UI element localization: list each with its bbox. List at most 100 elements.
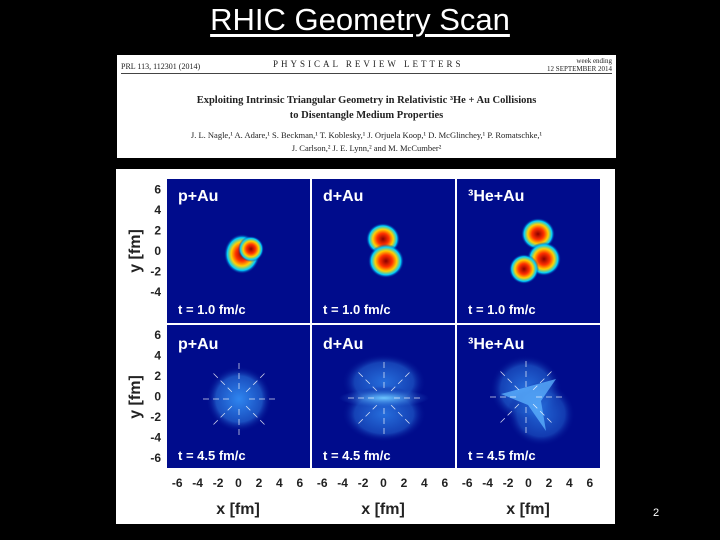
y-axis-label-bottom: y [fm]: [127, 375, 144, 419]
y-tick-label: 6: [154, 328, 161, 342]
paper-title-line-1: Exploiting Intrinsic Triangular Geometry…: [196, 95, 537, 106]
y-tick-labels: -4 -2 0 2 4 6 -6 -4 -2 0 2 4 6: [150, 182, 161, 464]
flow-vector: [532, 403, 538, 409]
panel-heau-t1: [457, 179, 600, 323]
flow-vector: [252, 380, 258, 386]
x-tick-label: 4: [566, 476, 573, 490]
flow-vector: [252, 412, 258, 418]
x-tick-label: 2: [256, 476, 263, 490]
flow-vector: [220, 412, 226, 418]
heau-hot-spot-left: [509, 254, 539, 284]
flow-vector: [397, 379, 403, 385]
x-tick-label: 4: [421, 476, 428, 490]
flow-vector: [227, 405, 233, 411]
flow-vector: [220, 380, 226, 386]
x-tick-label: 4: [276, 476, 283, 490]
flow-vector: [227, 387, 233, 393]
heau-hot-spot-top: [521, 218, 555, 250]
flow-vector: [539, 410, 545, 416]
pau-hot-spot-lobe: [238, 236, 264, 262]
flow-vector: [514, 385, 520, 391]
x-axis-label-1: x [fm]: [216, 501, 260, 518]
y-tick-label: 6: [154, 182, 161, 196]
flow-vector: [546, 371, 552, 377]
flow-vector: [358, 418, 364, 424]
panel-time-3: t = 1.0 fm/c: [468, 302, 536, 317]
panel-time-5: t = 4.5 fm/c: [323, 448, 391, 463]
x-tick-label: -2: [358, 476, 369, 490]
x-tick-label: -4: [337, 476, 348, 490]
x-tick-label: 6: [441, 476, 448, 490]
y-tick-label: 4: [154, 349, 161, 363]
flow-vector: [546, 417, 552, 423]
panel-labels: p+Au d+Au ³He+Au p+Au d+Au ³He+Au t = 1.…: [178, 188, 536, 463]
y-tick-label: 2: [154, 223, 161, 237]
flow-vector: [514, 403, 520, 409]
dau-hot-band: [339, 389, 429, 407]
paper-authors-line-2: J. Carlson,² J. E. Lynn,² and M. McCumbe…: [291, 143, 442, 153]
x-tick-label: -2: [503, 476, 514, 490]
panel-time-4: t = 4.5 fm/c: [178, 448, 246, 463]
flow-vector: [259, 419, 265, 425]
paper-header-image: PRL 113, 112301 (2014) PHYSICAL REVIEW L…: [117, 55, 616, 158]
panel-time-2: t = 1.0 fm/c: [323, 302, 391, 317]
week-label: week ending: [576, 57, 612, 65]
x-tick-label: 0: [380, 476, 387, 490]
flow-vector: [390, 386, 396, 392]
x-tick-label: 0: [525, 476, 532, 490]
panel-time-1: t = 1.0 fm/c: [178, 302, 246, 317]
x-tick-label: 6: [586, 476, 593, 490]
journal-name: PHYSICAL REVIEW LETTERS: [273, 59, 464, 69]
flow-vectors: [203, 361, 562, 435]
x-tick-label: 2: [401, 476, 408, 490]
x-axis-label-2: x [fm]: [361, 501, 405, 518]
flow-vector: [245, 387, 251, 393]
flow-vector: [404, 418, 410, 424]
flow-vector: [507, 378, 513, 384]
x-tick-label: 0: [235, 476, 242, 490]
hot-spots-t1: [224, 218, 561, 284]
y-tick-label: 0: [154, 390, 161, 404]
flow-vector: [532, 385, 538, 391]
flow-vector: [404, 372, 410, 378]
dau-hot-spot-lower: [368, 244, 404, 278]
panel-label-6: ³He+Au: [468, 336, 524, 353]
paper-authors-line-1: J. L. Nagle,¹ A. Adare,¹ S. Beckman,¹ T.…: [190, 130, 543, 140]
flow-vector: [372, 386, 378, 392]
flow-vector: [358, 372, 364, 378]
flow-vector: [507, 410, 513, 416]
panel-label-3: ³He+Au: [468, 188, 524, 205]
x-tick-label: -2: [213, 476, 224, 490]
y-tick-label: 2: [154, 369, 161, 383]
x-tick-labels: -6 -4 -2 0 2 4 6 -6 -4 -2 0 2 4 6 -6 -4 -2 0 2 4 6: [172, 476, 594, 490]
x-tick-label: 6: [296, 476, 303, 490]
flow-vector: [539, 378, 545, 384]
page-number: 2: [653, 507, 660, 519]
paper-title-line-2: to Disentangle Medium Properties: [289, 110, 444, 121]
week-date: 12 SEPTEMBER 2014: [547, 65, 612, 73]
y-axis-label-top: y [fm]: [127, 229, 144, 273]
y-tick-label: -2: [150, 410, 161, 424]
slide-title: RHIC Geometry Scan: [210, 2, 510, 37]
panel-label-2: d+Au: [323, 188, 363, 205]
flow-vector: [213, 419, 219, 425]
flow-vector: [213, 373, 219, 379]
flow-vector: [500, 371, 506, 377]
x-axis-label-3: x [fm]: [506, 501, 550, 518]
geometry-figure: p+Au d+Au ³He+Au p+Au d+Au ³He+Au t = 1.…: [116, 169, 615, 524]
header-rule: [121, 73, 612, 74]
x-tick-label: 2: [546, 476, 553, 490]
y-tick-label: -4: [150, 285, 161, 299]
x-tick-label: -4: [192, 476, 203, 490]
flow-vector: [245, 405, 251, 411]
week-ending: week ending 12 SEPTEMBER 2014: [547, 57, 612, 73]
x-tick-label: -6: [172, 476, 183, 490]
heau-triangular-flow: [501, 379, 556, 431]
paper-citation: PRL 113, 112301 (2014): [121, 62, 201, 71]
flow-vector: [397, 411, 403, 417]
panel-time-6: t = 4.5 fm/c: [468, 448, 536, 463]
x-tick-label: -4: [482, 476, 493, 490]
y-tick-label: 4: [154, 203, 161, 217]
flow-vector: [365, 379, 371, 385]
flow-vector: [259, 373, 265, 379]
